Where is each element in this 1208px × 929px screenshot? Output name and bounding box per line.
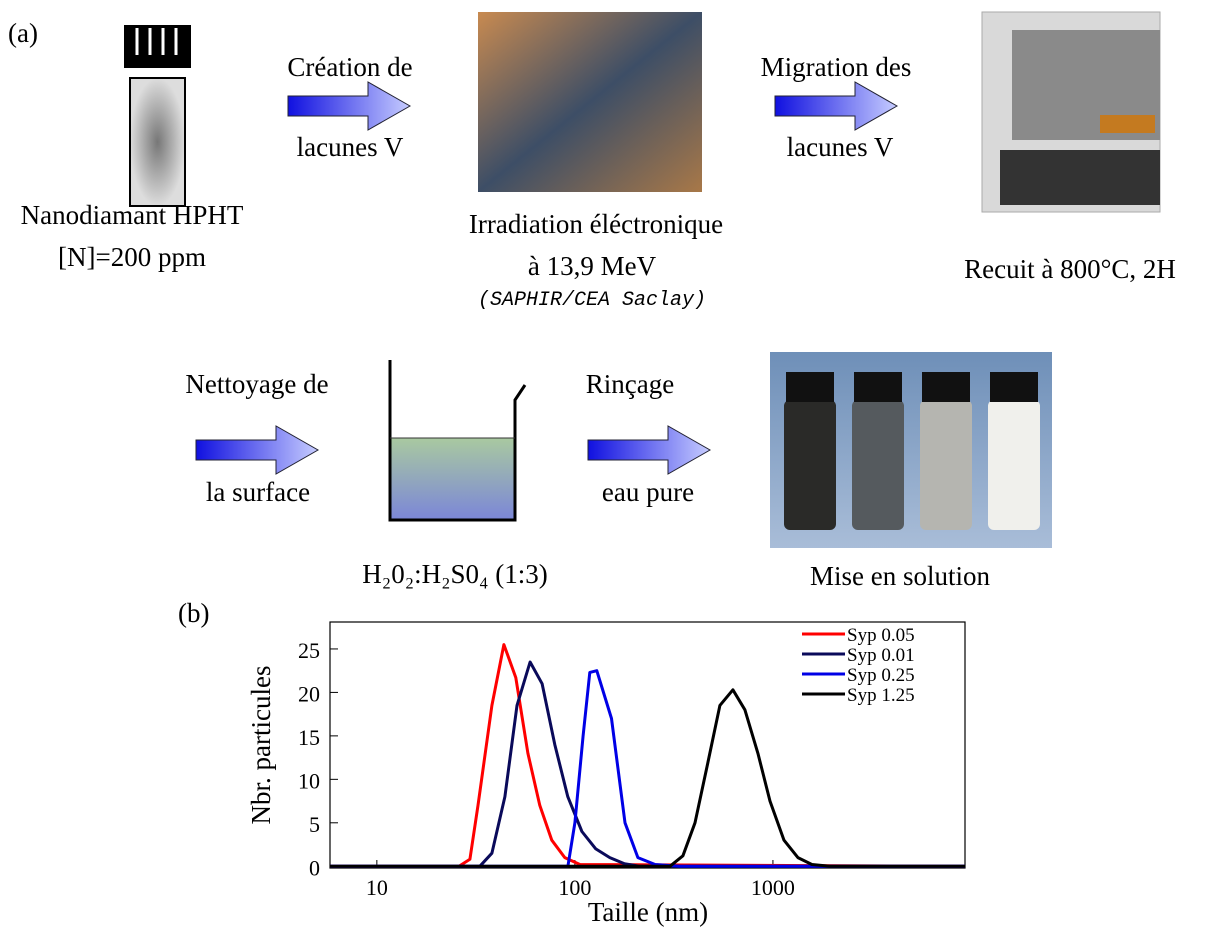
vial-icon: [124, 25, 191, 206]
legend-label: Syp 1.25: [847, 685, 915, 706]
sample-text: Nanodiamant HPHT: [21, 200, 244, 230]
panel-a: (a) Nanodiamant HPHT [N]=200 ppm Créatio…: [8, 12, 1176, 591]
oven-photo: [982, 12, 1160, 212]
y-tick-label: 25: [298, 638, 320, 663]
irradiation-text: à 13,9 MeV: [528, 251, 657, 281]
solutions-photo: [770, 352, 1052, 548]
arrow: [196, 426, 318, 474]
sample-text: [N]=200 ppm: [58, 242, 206, 272]
x-axis-label: Taille (nm): [588, 897, 708, 927]
figure: (a) Nanodiamant HPHT [N]=200 ppm Créatio…: [0, 0, 1208, 929]
arrow: [775, 82, 897, 130]
legend-label: Syp 0.01: [847, 645, 915, 666]
anneal-text: Recuit à 800°C, 2H: [964, 254, 1176, 284]
y-tick-label: 15: [298, 725, 320, 750]
y-tick-label: 5: [309, 812, 320, 837]
x-tick-label: 1000: [751, 875, 795, 900]
arrow: [288, 82, 410, 130]
panel-label: (b): [178, 598, 209, 628]
legend-label: Syp 0.05: [847, 625, 915, 646]
y-tick-label: 0: [309, 855, 320, 880]
legend-label: Syp 0.25: [847, 665, 915, 686]
arrow-label: Rinçage: [586, 369, 674, 399]
arrow-label: la surface: [206, 477, 310, 507]
arrow-label: lacunes V: [787, 132, 894, 162]
arrow-label: Création de: [287, 52, 412, 82]
arrow-label: lacunes V: [297, 132, 404, 162]
panel-label: (a): [8, 18, 38, 48]
solution-text: Mise en solution: [810, 561, 990, 591]
irradiation-text: Irradiation éléctronique: [469, 209, 723, 239]
arrow-label: Nettoyage de: [185, 369, 328, 399]
beaker: [390, 360, 525, 520]
y-tick-label: 20: [298, 681, 320, 706]
y-axis-label: Nbr. particules: [246, 666, 276, 825]
x-tick-label: 10: [366, 875, 388, 900]
series-line: [330, 690, 965, 867]
irradiation-text: (SAPHIR/CEA Saclay): [478, 289, 706, 312]
panel-b: (b) Taille (nm) Nbr. particules 0 5 10 15 20…: [178, 598, 965, 927]
arrow-label: Migration des: [761, 52, 912, 82]
arrow: [588, 426, 710, 474]
acid-text: H₂0₂:H₂S0₄ (1:3): [362, 559, 547, 589]
arrow-label: eau pure: [602, 477, 694, 507]
y-tick-label: 10: [298, 768, 320, 793]
irradiation-photo: [478, 12, 702, 192]
x-tick-label: 100: [558, 875, 591, 900]
